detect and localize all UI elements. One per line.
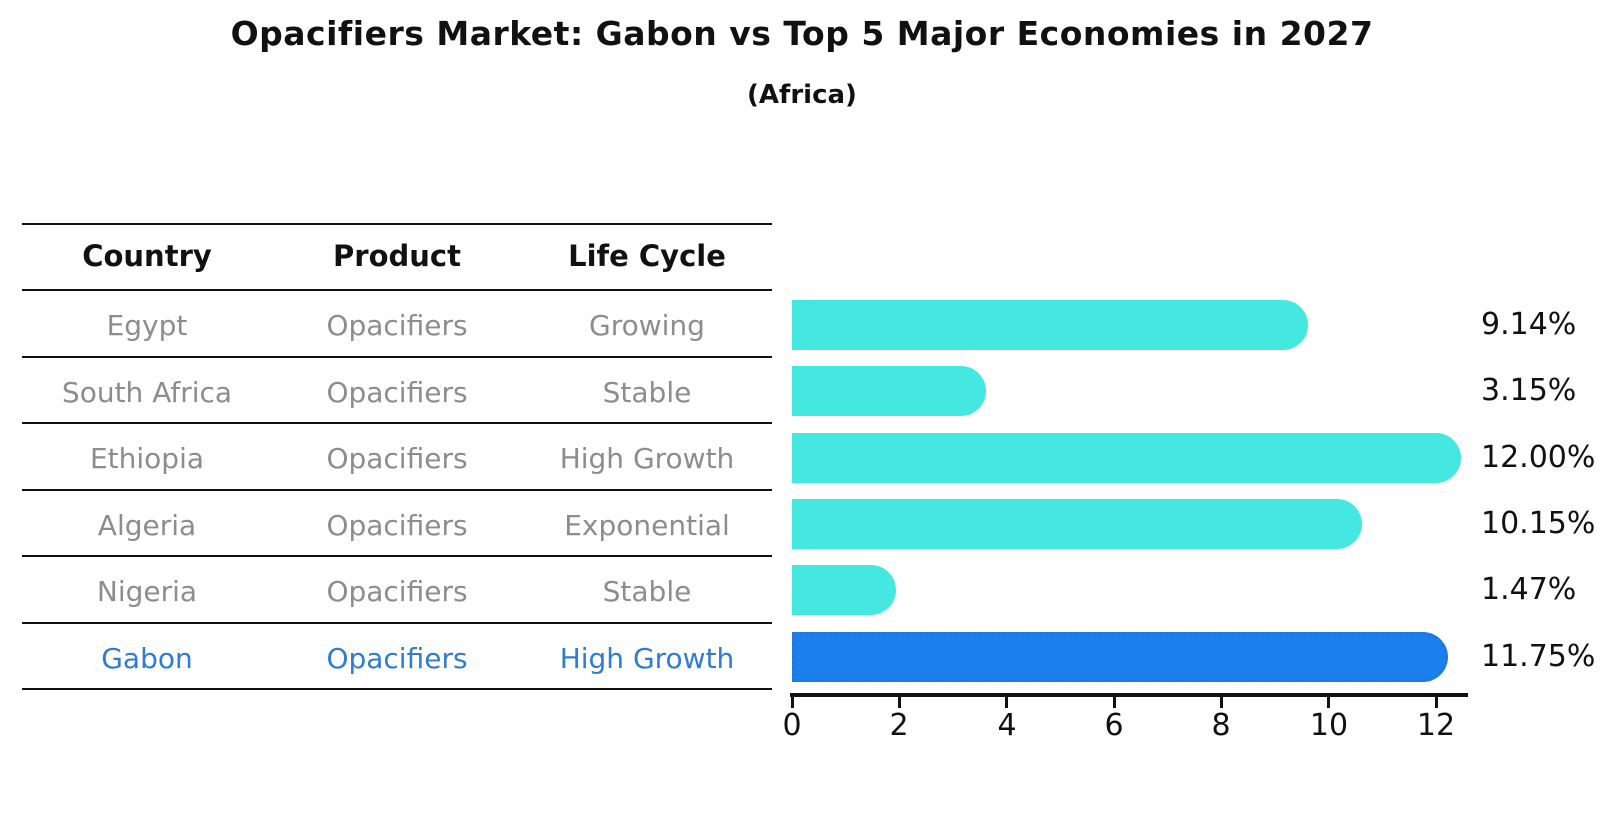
cell-country: Ethiopia (89, 441, 205, 475)
table-divider (22, 223, 772, 225)
cell-life-cycle: Stable (602, 574, 692, 608)
cell-country: Nigeria (96, 574, 198, 608)
bar (792, 565, 896, 615)
bar-value-label: 12.00% (1481, 440, 1596, 475)
header-cell-product: Product (333, 239, 461, 273)
x-axis-tick-label: 0 (782, 708, 802, 743)
table-row: Gabon Opacifiers High Growth (22, 622, 772, 688)
x-axis-tick-label: 10 (1309, 708, 1349, 743)
table-row: Algeria Opacifiers Exponential (22, 489, 772, 555)
cell-country: Algeria (97, 508, 197, 542)
cell-country: South Africa (61, 375, 233, 409)
table-divider (22, 555, 772, 557)
table-divider (22, 356, 772, 358)
x-axis-tick (898, 696, 901, 708)
table-divider (22, 688, 772, 690)
bar-value-label: 1.47% (1481, 572, 1577, 607)
cell-life-cycle: Exponential (564, 508, 730, 542)
bar (792, 499, 1362, 549)
bar (792, 632, 1448, 682)
table-row: Nigeria Opacifiers Stable (22, 555, 772, 621)
table-row: South Africa Opacifiers Stable (22, 356, 772, 422)
table-divider (22, 422, 772, 424)
bar-value-label: 9.14% (1481, 307, 1577, 342)
table-row: Ethiopia Opacifiers High Growth (22, 422, 772, 488)
x-axis-tick (1005, 696, 1008, 708)
x-axis-tick-label: 4 (997, 708, 1017, 743)
cell-life-cycle: High Growth (559, 641, 735, 675)
x-axis-tick (791, 696, 794, 708)
table-header-row: Country Product Life Cycle (22, 223, 772, 289)
x-axis-tick-label: 12 (1416, 708, 1456, 743)
x-axis-tick (1220, 696, 1223, 708)
cell-life-cycle: Stable (602, 375, 692, 409)
bar (792, 300, 1308, 350)
bar (792, 366, 986, 416)
cell-product: Opacifiers (326, 375, 468, 409)
cell-product: Opacifiers (326, 508, 468, 542)
cell-life-cycle: High Growth (559, 441, 735, 475)
x-axis-tick (1435, 696, 1438, 708)
page-title: Opacifiers Market: Gabon vs Top 5 Major … (230, 14, 1374, 53)
cell-country: Gabon (101, 641, 193, 675)
cell-product: Opacifiers (326, 574, 468, 608)
cell-life-cycle: Growing (589, 308, 705, 342)
cell-product: Opacifiers (326, 308, 468, 342)
table-divider (22, 622, 772, 624)
bar-value-label: 10.15% (1481, 506, 1596, 541)
cell-product: Opacifiers (326, 441, 468, 475)
bar-value-label: 3.15% (1481, 373, 1577, 408)
table-row: Egypt Opacifiers Growing (22, 289, 772, 355)
x-axis-tick-label: 6 (1104, 708, 1124, 743)
bar (792, 433, 1461, 483)
x-axis-line (790, 693, 1468, 697)
x-axis-tick (1327, 696, 1330, 708)
x-axis-tick-label: 2 (889, 708, 909, 743)
bar-value-label: 11.75% (1481, 639, 1596, 674)
x-axis-tick-label: 8 (1211, 708, 1231, 743)
x-axis-tick (1113, 696, 1116, 708)
cell-product: Opacifiers (326, 641, 468, 675)
page-subtitle: (Africa) (747, 80, 857, 110)
header-cell-country: Country (82, 239, 212, 273)
table-divider (22, 489, 772, 491)
table-divider (22, 289, 772, 291)
header-cell-life-cycle: Life Cycle (568, 239, 726, 273)
cell-country: Egypt (106, 308, 188, 342)
